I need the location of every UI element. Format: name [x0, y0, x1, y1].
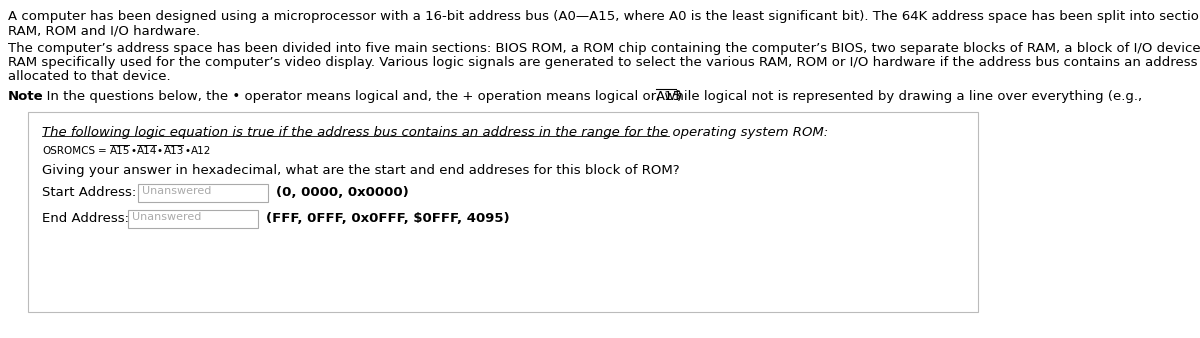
- Text: Note: Note: [8, 90, 43, 103]
- Text: A computer has been designed using a microprocessor with a 16-bit address bus (A: A computer has been designed using a mic…: [8, 10, 1200, 23]
- Text: =: =: [98, 146, 107, 156]
- Text: The computer’s address space has been divided into five main sections: BIOS ROM,: The computer’s address space has been di…: [8, 42, 1200, 55]
- Text: The following logic equation is true if the address bus contains an address in t: The following logic equation is true if …: [42, 126, 828, 139]
- Text: ): ): [677, 90, 682, 103]
- Text: Start Address:: Start Address:: [42, 186, 137, 199]
- Text: Unanswered: Unanswered: [142, 186, 211, 196]
- Text: A12: A12: [191, 146, 211, 156]
- Text: •: •: [157, 146, 163, 156]
- Text: OSROMCS: OSROMCS: [42, 146, 95, 156]
- Text: •: •: [184, 146, 190, 156]
- Text: RAM, ROM and I/O hardware.: RAM, ROM and I/O hardware.: [8, 24, 200, 37]
- FancyBboxPatch shape: [28, 112, 978, 312]
- Text: A15: A15: [110, 146, 131, 156]
- Text: A15: A15: [656, 90, 682, 103]
- Text: (0, 0000, 0x0000): (0, 0000, 0x0000): [276, 186, 409, 199]
- Text: Unanswered: Unanswered: [132, 212, 202, 222]
- FancyBboxPatch shape: [138, 184, 268, 202]
- Text: •: •: [130, 146, 136, 156]
- Text: (FFF, 0FFF, 0x0FFF, $0FFF, 4095): (FFF, 0FFF, 0x0FFF, $0FFF, 4095): [266, 212, 510, 225]
- Text: A14: A14: [137, 146, 157, 156]
- Text: A13: A13: [164, 146, 185, 156]
- Text: : In the questions below, the • operator means logical and, the + operation mean: : In the questions below, the • operator…: [38, 90, 1146, 103]
- Text: allocated to that device.: allocated to that device.: [8, 70, 170, 83]
- Text: RAM specifically used for the computer’s video display. Various logic signals ar: RAM specifically used for the computer’s…: [8, 56, 1200, 69]
- Text: End Address:: End Address:: [42, 212, 130, 225]
- Text: Giving your answer in hexadecimal, what are the start and end addreses for this : Giving your answer in hexadecimal, what …: [42, 164, 679, 177]
- FancyBboxPatch shape: [128, 210, 258, 228]
